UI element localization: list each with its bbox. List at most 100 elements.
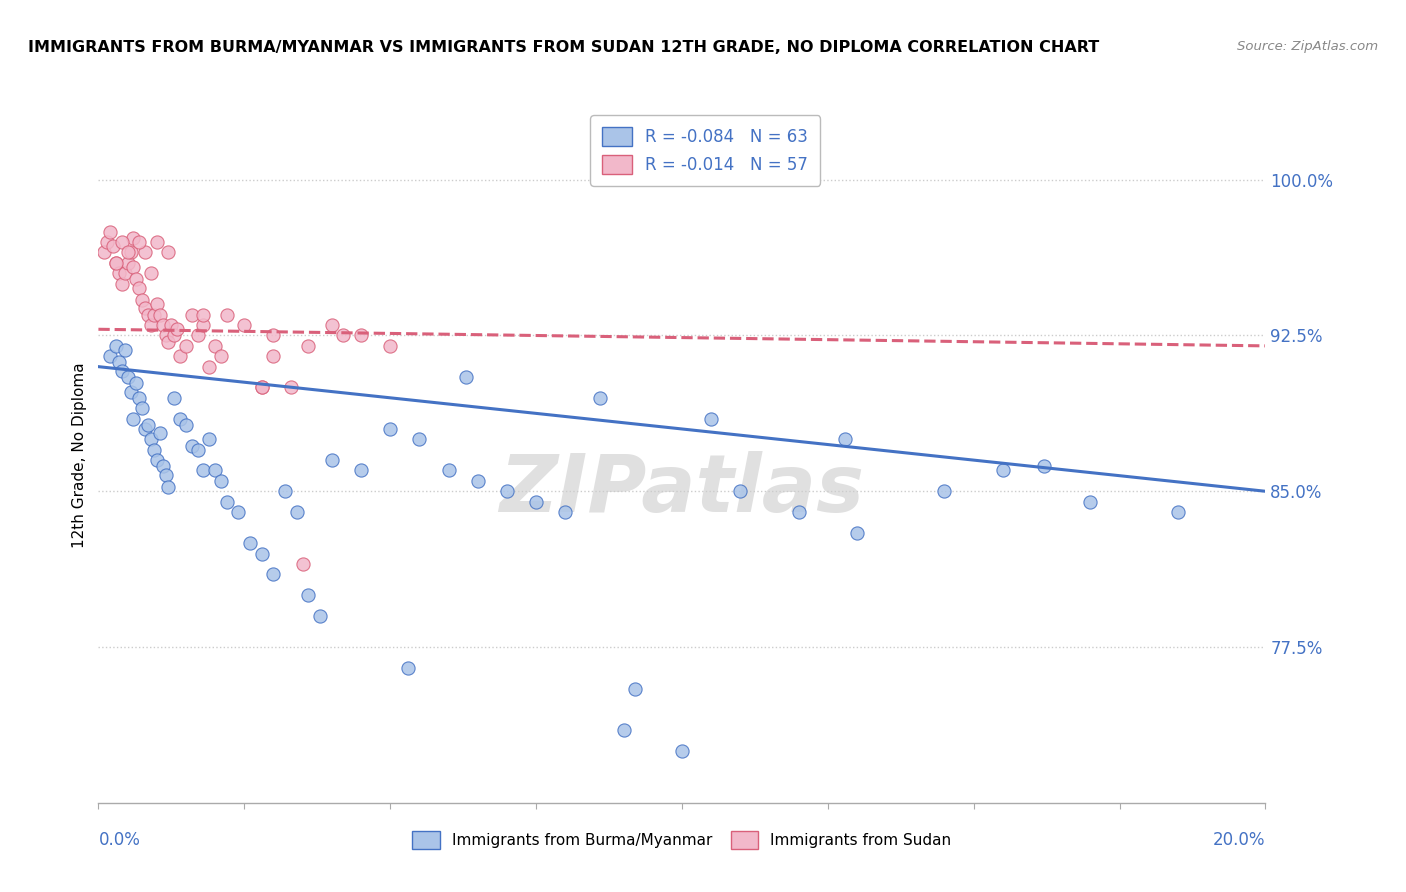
Point xyxy=(1080,494,1102,508)
Point xyxy=(101,239,124,253)
Point xyxy=(193,463,215,477)
Point xyxy=(128,235,150,249)
Point xyxy=(128,391,150,405)
Point xyxy=(134,245,156,260)
Point xyxy=(280,380,302,394)
Point xyxy=(671,744,693,758)
Point xyxy=(274,484,297,499)
Point xyxy=(263,328,285,343)
Point xyxy=(117,256,139,270)
Point xyxy=(198,359,221,374)
Point xyxy=(297,339,319,353)
Point xyxy=(204,463,226,477)
Point xyxy=(934,484,956,499)
Point xyxy=(215,494,238,508)
Point xyxy=(321,318,343,332)
Point xyxy=(350,463,373,477)
Point xyxy=(554,505,576,519)
Point xyxy=(174,417,197,432)
Point xyxy=(142,442,165,457)
Point xyxy=(380,339,402,353)
Point xyxy=(114,266,136,280)
Point xyxy=(104,256,127,270)
Point xyxy=(169,349,191,363)
Point xyxy=(111,364,134,378)
Point xyxy=(146,235,169,249)
Point xyxy=(104,256,127,270)
Point xyxy=(991,463,1014,477)
Point xyxy=(146,297,169,311)
Point xyxy=(589,391,612,405)
Point xyxy=(730,484,752,499)
Text: ZIPatlas: ZIPatlas xyxy=(499,450,865,529)
Point xyxy=(1167,505,1189,519)
Point xyxy=(163,328,186,343)
Point xyxy=(152,318,174,332)
Point xyxy=(125,376,148,391)
Point xyxy=(166,322,188,336)
Point xyxy=(131,401,153,416)
Point xyxy=(122,231,145,245)
Point xyxy=(215,308,238,322)
Point xyxy=(125,272,148,286)
Point xyxy=(496,484,519,499)
Point xyxy=(131,293,153,308)
Point xyxy=(187,328,209,343)
Point xyxy=(250,380,273,394)
Legend: R = -0.084   N = 63, R = -0.014   N = 57: R = -0.084 N = 63, R = -0.014 N = 57 xyxy=(591,115,820,186)
Point xyxy=(198,433,221,447)
Point xyxy=(467,474,489,488)
Point xyxy=(291,557,314,571)
Point xyxy=(187,442,209,457)
Point xyxy=(136,308,159,322)
Point xyxy=(180,308,202,322)
Point xyxy=(169,411,191,425)
Point xyxy=(180,439,202,453)
Text: 0.0%: 0.0% xyxy=(98,830,141,848)
Point xyxy=(332,328,354,343)
Point xyxy=(700,411,723,425)
Point xyxy=(228,505,250,519)
Point xyxy=(149,308,172,322)
Point xyxy=(120,384,142,399)
Point xyxy=(111,235,134,249)
Point xyxy=(209,474,232,488)
Point xyxy=(96,235,118,249)
Point xyxy=(350,328,373,343)
Point xyxy=(117,245,139,260)
Point xyxy=(624,681,647,696)
Y-axis label: 12th Grade, No Diploma: 12th Grade, No Diploma xyxy=(72,362,87,548)
Point xyxy=(613,723,636,738)
Point xyxy=(142,308,165,322)
Point xyxy=(111,277,134,291)
Point xyxy=(233,318,256,332)
Point xyxy=(193,318,215,332)
Point xyxy=(134,422,156,436)
Text: 20.0%: 20.0% xyxy=(1213,830,1265,848)
Point xyxy=(98,225,121,239)
Point xyxy=(163,391,186,405)
Point xyxy=(454,370,477,384)
Point xyxy=(250,547,273,561)
Point xyxy=(122,260,145,274)
Point xyxy=(117,370,139,384)
Point xyxy=(134,301,156,316)
Point xyxy=(160,318,183,332)
Point xyxy=(146,453,169,467)
Point xyxy=(285,505,308,519)
Point xyxy=(139,318,162,332)
Point xyxy=(209,349,232,363)
Text: IMMIGRANTS FROM BURMA/MYANMAR VS IMMIGRANTS FROM SUDAN 12TH GRADE, NO DIPLOMA CO: IMMIGRANTS FROM BURMA/MYANMAR VS IMMIGRA… xyxy=(28,40,1099,55)
Point xyxy=(108,355,131,369)
Point xyxy=(108,266,131,280)
Point xyxy=(149,426,172,441)
Point xyxy=(263,567,285,582)
Point xyxy=(846,525,869,540)
Point xyxy=(157,334,180,349)
Point xyxy=(834,433,856,447)
Point xyxy=(120,245,142,260)
Text: Source: ZipAtlas.com: Source: ZipAtlas.com xyxy=(1237,40,1378,54)
Point xyxy=(157,480,180,494)
Point xyxy=(250,380,273,394)
Point xyxy=(263,349,285,363)
